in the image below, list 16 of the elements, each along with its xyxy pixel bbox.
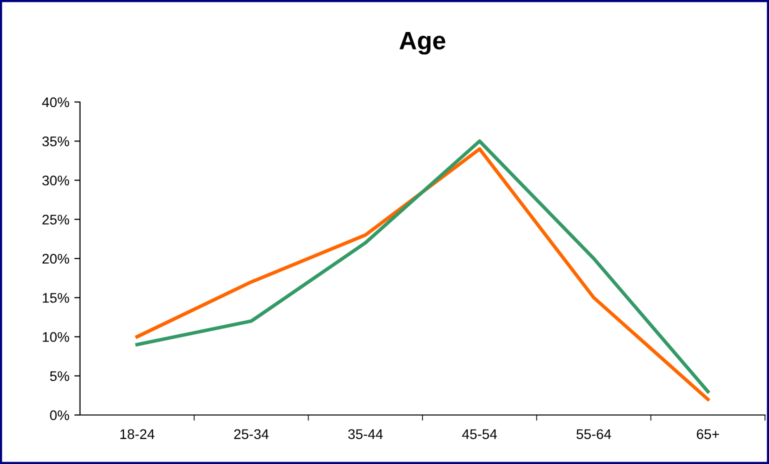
x-tick-label: 45-54 <box>462 429 497 440</box>
y-tick-label: 5% <box>50 371 70 382</box>
y-tick-label: 15% <box>42 293 70 303</box>
x-tick-label: 18-24 <box>120 429 154 440</box>
x-tick-label: 25-34 <box>234 429 269 440</box>
chart-title: Age <box>400 32 446 55</box>
y-tick-label: 20% <box>42 254 70 264</box>
x-tick-label: 35-44 <box>348 429 383 440</box>
x-tick-label: 55-64 <box>576 429 612 440</box>
y-tick-label: 10% <box>42 332 70 342</box>
y-tick-label: 0% <box>50 410 70 420</box>
y-tick-label: 35% <box>42 136 70 146</box>
x-tick-label: 65+ <box>696 429 720 440</box>
y-tick-label: 30% <box>42 176 70 186</box>
y-tick-label: 25% <box>42 214 70 225</box>
y-tick-label: 40% <box>42 97 70 108</box>
